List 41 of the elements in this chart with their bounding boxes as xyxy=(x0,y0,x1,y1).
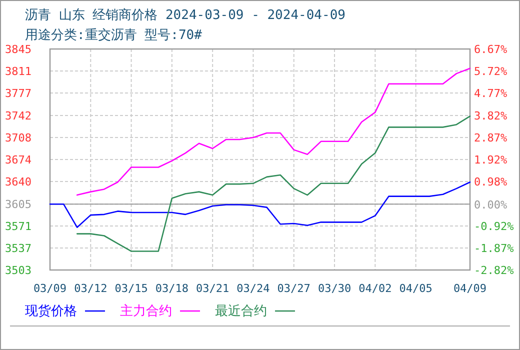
y2-tick-label: -2.82% xyxy=(474,264,514,277)
y-tick-label: 3605 xyxy=(5,198,32,212)
x-tick-label: 04/09 xyxy=(453,282,487,295)
chart-subtitle: 用途分类:重交沥青 型号:70# xyxy=(25,27,202,43)
x-tick-label: 04/02 xyxy=(358,282,392,295)
x-tick-label: 03/30 xyxy=(318,282,352,295)
y-tick-label: 3503 xyxy=(5,264,32,277)
line-series xyxy=(76,116,471,252)
legend-label: 现货价格 xyxy=(25,304,77,319)
y2-tick-label: 1.92% xyxy=(474,154,508,167)
y2-tick-label: 4.77% xyxy=(474,87,508,100)
x-tick-label: 03/24 xyxy=(236,282,270,295)
y2-tick-label: 0.00% xyxy=(474,198,508,212)
y-tick-label: 3674 xyxy=(5,154,32,166)
x-tick-label: 03/15 xyxy=(114,282,148,295)
x-tick-label: 03/12 xyxy=(74,282,108,295)
y2-tick-label: 3.82% xyxy=(474,109,508,122)
y2-tick-label: 5.72% xyxy=(474,65,508,78)
y2-tick-label: 0.98% xyxy=(474,176,508,189)
y-tick-label: 3777 xyxy=(5,86,32,100)
x-tick-label: 03/09 xyxy=(33,282,67,295)
y-tick-label: 3571 xyxy=(5,220,32,234)
y2-tick-label: -1.87% xyxy=(474,242,514,255)
y-tick-label: 3640 xyxy=(5,175,32,188)
y2-tick-label: 6.67% xyxy=(474,43,508,56)
legend-label: 最近合约 xyxy=(215,304,267,319)
y-tick-label: 3845 xyxy=(5,43,32,56)
y-tick-label: 3537 xyxy=(5,242,32,256)
y2-tick-label: -0.92% xyxy=(474,220,514,233)
y-tick-label: 3742 xyxy=(5,110,32,123)
line-series xyxy=(49,181,471,228)
legend-label: 主力合约 xyxy=(120,303,172,319)
x-tick-label: 03/21 xyxy=(196,282,230,295)
y-tick-label: 3811 xyxy=(5,64,32,78)
line-series xyxy=(76,68,471,196)
x-tick-label: 03/27 xyxy=(277,282,310,295)
x-tick-label: 04/05 xyxy=(399,282,432,295)
chart-title: 沥青 山东 经销商价格 2024-03-09 - 2024-04-09 xyxy=(25,8,346,23)
y2-tick-label: 2.87% xyxy=(474,131,508,144)
y-tick-label: 3708 xyxy=(5,132,32,145)
x-tick-label: 03/18 xyxy=(155,282,188,295)
